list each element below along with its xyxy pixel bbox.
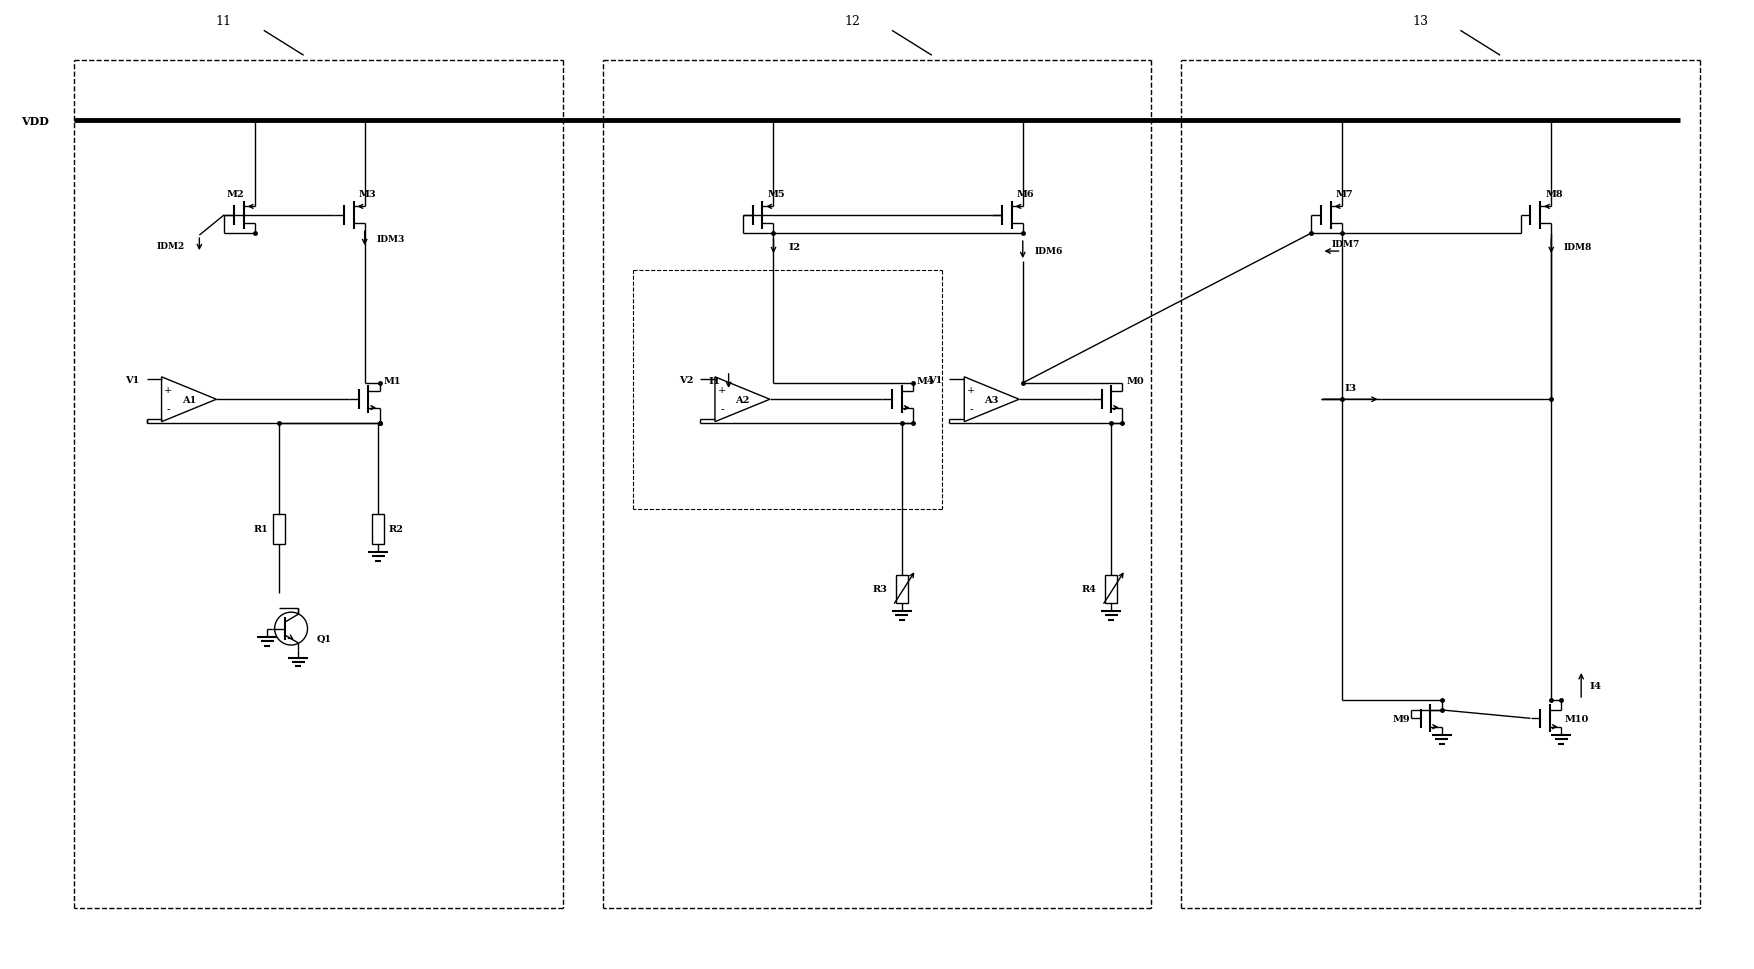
Text: R3: R3 — [872, 584, 888, 594]
Text: IDM7: IDM7 — [1331, 239, 1359, 248]
Text: IDM2: IDM2 — [156, 241, 184, 250]
Text: V1: V1 — [125, 375, 140, 384]
Text: I3: I3 — [1345, 384, 1356, 392]
Text: VDD: VDD — [21, 115, 49, 126]
Text: 11: 11 — [216, 15, 232, 28]
Text: -: - — [721, 405, 724, 415]
Text: A3: A3 — [984, 395, 998, 404]
Text: -: - — [970, 405, 973, 415]
Text: 13: 13 — [1412, 15, 1428, 28]
Text: M8: M8 — [1545, 190, 1563, 199]
Text: IDM3: IDM3 — [377, 234, 405, 243]
Text: R1: R1 — [253, 525, 268, 534]
Text: +: + — [717, 386, 726, 394]
Text: V2: V2 — [679, 375, 693, 384]
Text: R2: R2 — [389, 525, 403, 534]
Text: +: + — [165, 386, 172, 394]
Text: Q1: Q1 — [317, 635, 332, 643]
Text: M1: M1 — [384, 376, 402, 386]
Text: I1: I1 — [709, 377, 721, 386]
Text: IDM8: IDM8 — [1563, 242, 1591, 251]
Text: R4: R4 — [1082, 584, 1096, 594]
Text: M5: M5 — [766, 190, 786, 199]
Bar — [896, 576, 909, 603]
Text: 12: 12 — [844, 15, 859, 28]
Text: -: - — [167, 405, 170, 415]
Text: I4: I4 — [1589, 681, 1601, 690]
Text: M9: M9 — [1393, 714, 1410, 723]
Text: M6: M6 — [1017, 190, 1035, 199]
Text: M10: M10 — [1565, 714, 1589, 723]
Bar — [372, 515, 384, 545]
Text: M4: M4 — [917, 376, 935, 386]
Text: A2: A2 — [735, 395, 749, 404]
Text: IDM6: IDM6 — [1035, 246, 1063, 255]
Text: I2: I2 — [789, 242, 802, 251]
Text: M7: M7 — [1337, 190, 1354, 199]
Text: +: + — [966, 386, 975, 394]
Bar — [1105, 576, 1117, 603]
Text: M2: M2 — [226, 190, 244, 199]
Text: M0: M0 — [1126, 376, 1144, 386]
Bar — [272, 515, 284, 545]
Text: A1: A1 — [182, 395, 196, 404]
Text: V1: V1 — [928, 375, 942, 384]
Text: M3: M3 — [358, 190, 375, 199]
